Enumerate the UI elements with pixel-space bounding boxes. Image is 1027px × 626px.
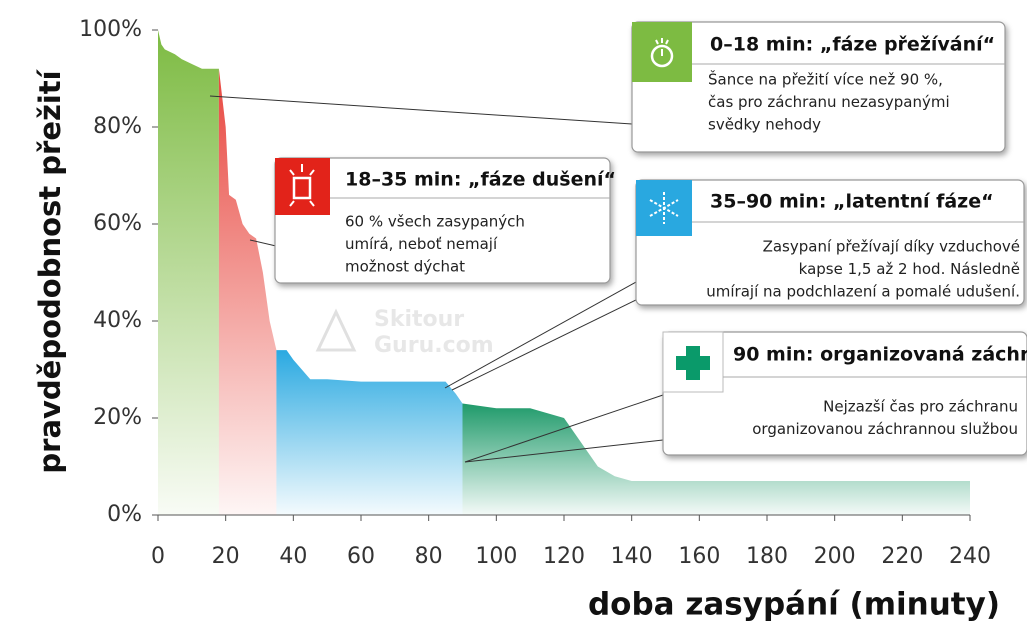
x-tick-label: 60 — [347, 544, 375, 569]
annotation-text: Šance na přežití více než 90 %, — [708, 70, 943, 89]
y-tick-label: 40% — [93, 308, 142, 333]
annotation-text: Zasypaní přežívají díky vzduchové — [763, 238, 1020, 256]
x-tick-label: 120 — [543, 544, 585, 569]
annotation-title: 90 min: organizovaná záchrana — [733, 344, 1027, 366]
y-tick-label: 100% — [79, 17, 142, 42]
y-tick-label: 20% — [93, 405, 142, 430]
annotation-text: svědky nehody — [708, 116, 821, 134]
annotation-text: možnost dýchat — [345, 258, 465, 276]
x-tick-label: 20 — [212, 544, 240, 569]
annotation-text: organizovanou záchrannou službou — [752, 420, 1018, 438]
watermark-text: Skitour — [374, 307, 464, 332]
x-tick-label: 80 — [415, 544, 443, 569]
x-tick-label: 220 — [881, 544, 923, 569]
annotation-title: 18–35 min: „fáze dušení“ — [345, 169, 616, 191]
connectors — [209, 95, 664, 463]
x-tick-label: 180 — [746, 544, 788, 569]
watermark-text: Guru.com — [374, 333, 494, 358]
x-tick-label: 200 — [814, 544, 856, 569]
x-tick-label: 160 — [678, 544, 720, 569]
y-tick-label: 0% — [107, 502, 142, 527]
x-axis-label: doba zasypání (minuty) — [588, 587, 1000, 623]
annotation-text: čas pro záchranu nezasypanými — [708, 93, 950, 111]
x-tick-label: 140 — [611, 544, 653, 569]
annotation-text: kapse 1,5 až 2 hod. Následně — [799, 260, 1020, 278]
annotation-title: 35–90 min: „latentní fáze“ — [710, 191, 994, 213]
annotation-title: 0–18 min: „fáze přežívání“ — [710, 34, 995, 56]
annotation-text: umírají na podchlazení a pomalé udušení. — [706, 283, 1020, 301]
area — [158, 30, 219, 515]
area — [462, 403, 970, 515]
watermark: Skitour Guru.com — [315, 307, 494, 358]
x-tick-label: 240 — [949, 544, 991, 569]
area — [218, 68, 277, 516]
x-tick-label: 40 — [279, 544, 307, 569]
y-tick-label: 80% — [93, 114, 142, 139]
y-tick-label: 60% — [93, 211, 142, 236]
annotation-text: Nejzazší čas pro záchranu — [823, 398, 1018, 416]
annotation-text: 60 % všech zasypaných — [345, 213, 525, 231]
area — [276, 350, 463, 515]
annotations: 0–18 min: „fáze přežívání“ Šance na přeži… — [274, 21, 1027, 456]
x-tick-label: 100 — [475, 544, 517, 569]
x-tick-label: 0 — [151, 544, 165, 569]
annotation-text: umírá, neboť nemají — [345, 235, 498, 253]
y-axis-label: pravděpodobnost přežití — [33, 68, 67, 473]
